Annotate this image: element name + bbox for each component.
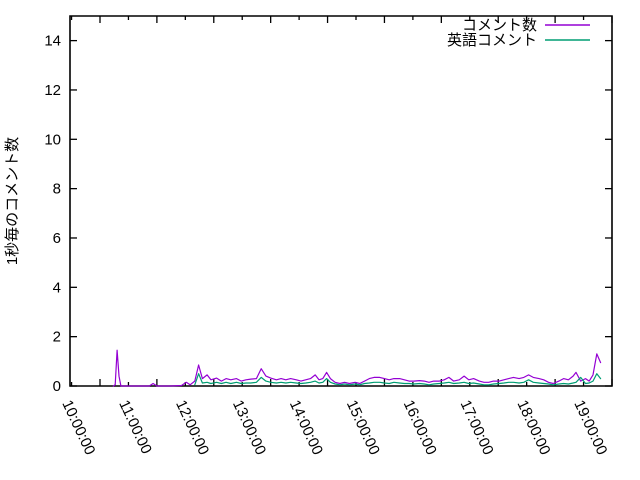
x-tick-label: 13:00:00 — [229, 398, 269, 458]
y-tick-label: 10 — [44, 131, 61, 148]
y-tick-label: 6 — [53, 230, 61, 247]
y-tick-label: 4 — [53, 279, 61, 296]
y-tick-label: 12 — [44, 82, 61, 99]
legend-label: 英語コメント — [447, 31, 537, 49]
x-tick-label: 10:00:00 — [58, 398, 98, 458]
y-tick-label: 2 — [53, 329, 61, 346]
y-tick-label: 8 — [53, 181, 61, 198]
x-tick-label: 11:00:00 — [115, 398, 155, 457]
x-tick-label: 15:00:00 — [343, 398, 383, 458]
x-tick-label: 14:00:00 — [286, 398, 326, 458]
series-line-comments — [112, 349, 602, 387]
x-tick-label: 19:00:00 — [570, 398, 610, 458]
x-tick-label: 17:00:00 — [457, 398, 497, 458]
y-tick-label: 0 — [53, 378, 61, 395]
plot-frame — [69, 15, 613, 387]
legend-label: コメント数 — [462, 17, 537, 34]
x-tick-label: 18:00:00 — [513, 398, 553, 458]
series-line-english-comments — [194, 373, 602, 386]
y-tick-label: 14 — [44, 33, 61, 50]
x-tick-label: 12:00:00 — [172, 398, 212, 458]
y-axis-title: 1秒毎のコメント数 — [4, 137, 21, 265]
x-tick-label: 16:00:00 — [400, 398, 440, 458]
